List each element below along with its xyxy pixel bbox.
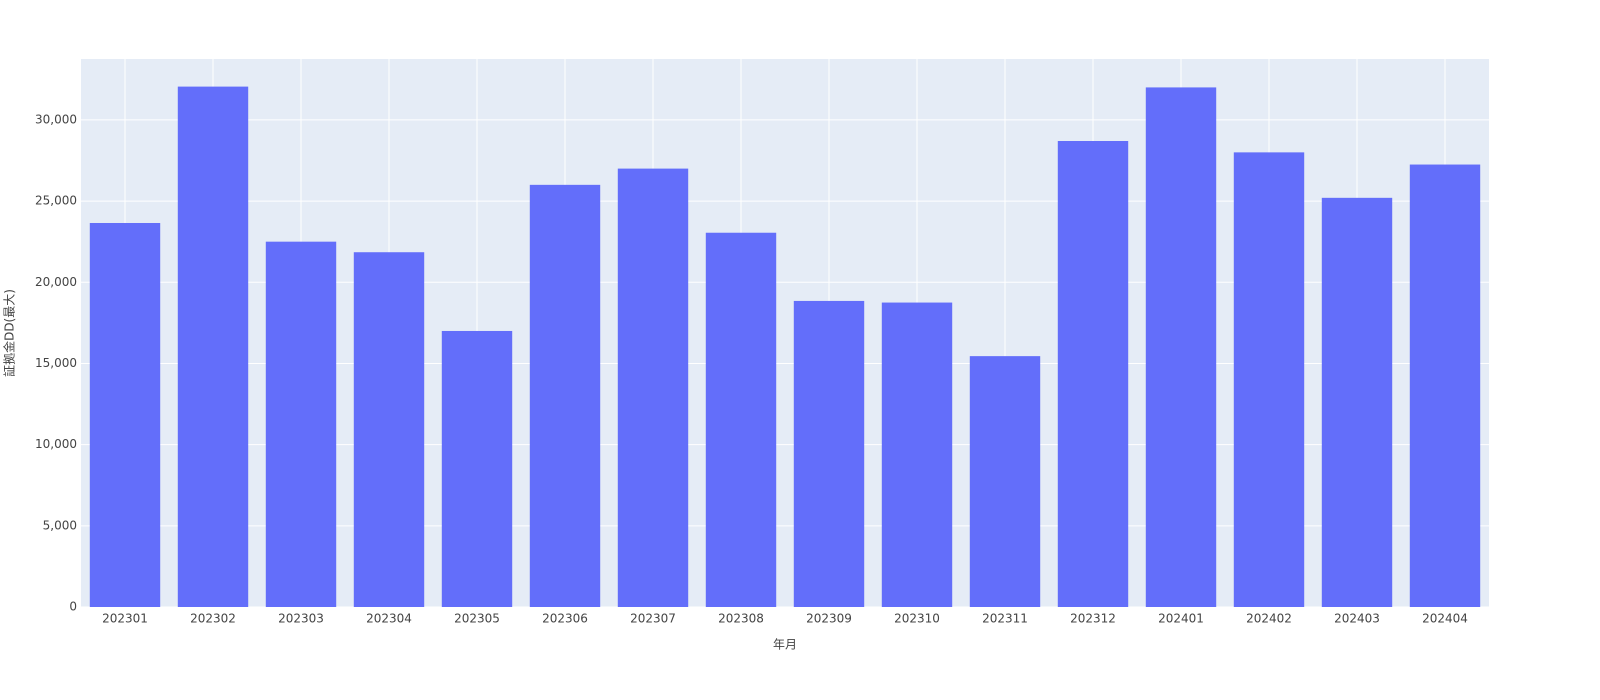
x-tick-label: 202312 [1070,612,1116,626]
x-tick-label: 202311 [982,612,1028,626]
bar [1145,87,1217,608]
bar [529,184,601,607]
bar [881,302,953,607]
bar [1321,197,1393,607]
x-tick-label: 202402 [1246,612,1292,626]
x-tick-label: 202301 [102,612,148,626]
y-tick-label: 30,000 [35,112,77,126]
y-tick-label: 15,000 [35,356,77,370]
x-tick-label: 202303 [278,612,324,626]
bar [1409,164,1481,607]
x-tick-label: 202310 [894,612,940,626]
bar [265,241,337,607]
y-tick-label: 0 [69,600,77,614]
y-tick-label: 10,000 [35,437,77,451]
bar [1057,140,1129,607]
bar [1233,152,1305,607]
x-tick-label: 202306 [542,612,588,626]
x-tick-label: 202308 [718,612,764,626]
x-tick-label: 202307 [630,612,676,626]
bar [969,356,1041,607]
x-tick-label: 202401 [1158,612,1204,626]
y-tick-label: 25,000 [35,194,77,208]
bar [177,86,249,607]
bar [441,330,513,607]
y-axis-title: 証拠金DD(最大) [2,289,17,377]
y-tick-label: 5,000 [43,518,77,532]
bar [793,300,865,607]
x-tick-label: 202403 [1334,612,1380,626]
x-tick-label: 202302 [190,612,236,626]
x-tick-label: 202404 [1422,612,1468,626]
x-tick-label: 202304 [366,612,412,626]
x-axis-title: 年月 [773,638,797,652]
x-tick-label: 202305 [454,612,500,626]
bar [89,222,161,607]
x-tick-label: 202309 [806,612,852,626]
bar [705,232,777,607]
y-tick-label: 20,000 [35,275,77,289]
bar [617,168,689,607]
bar [353,252,425,607]
